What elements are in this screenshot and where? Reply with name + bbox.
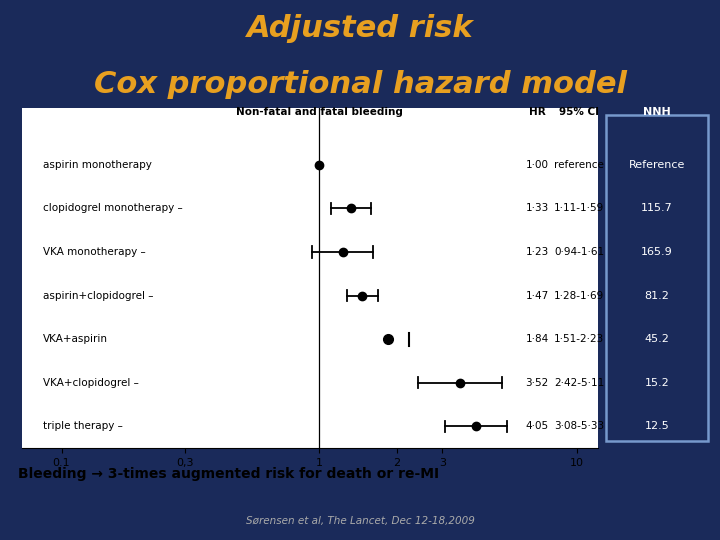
Text: Bleeding → 3-times augmented risk for death or re-MI: Bleeding → 3-times augmented risk for de… [18,467,439,481]
Text: aspirin+clopidogrel –: aspirin+clopidogrel – [43,291,154,301]
Text: Cox proportional hazard model: Cox proportional hazard model [94,70,626,99]
Text: 95% CI: 95% CI [559,107,600,117]
Text: 1·51-2·23: 1·51-2·23 [554,334,605,344]
Text: NNH: NNH [643,107,671,117]
Text: triple therapy –: triple therapy – [43,421,123,431]
Text: 45.2: 45.2 [644,334,670,344]
Text: VKA+clopidogrel –: VKA+clopidogrel – [43,378,139,388]
Text: 2·42-5·11: 2·42-5·11 [554,378,605,388]
Text: Non-fatal and fatal bleeding: Non-fatal and fatal bleeding [236,107,402,117]
Text: 1·28-1·69: 1·28-1·69 [554,291,605,301]
Text: VKA+aspirin: VKA+aspirin [43,334,108,344]
Text: 1·84: 1·84 [526,334,549,344]
Text: aspirin monotherapy: aspirin monotherapy [43,160,152,170]
Text: 165.9: 165.9 [641,247,673,257]
Text: Sørensen et al, The Lancet, Dec 12-18,2009: Sørensen et al, The Lancet, Dec 12-18,20… [246,516,474,526]
Text: 1·11-1·59: 1·11-1·59 [554,204,605,213]
Text: 1·33: 1·33 [526,204,549,213]
Text: 4·05: 4·05 [526,421,549,431]
Text: 0·94-1·61: 0·94-1·61 [554,247,605,257]
Text: 1·47: 1·47 [526,291,549,301]
Text: 3·08-5·33: 3·08-5·33 [554,421,605,431]
Text: 3·52: 3·52 [526,378,549,388]
Text: 1·23: 1·23 [526,247,549,257]
Text: 1·00: 1·00 [526,160,549,170]
Text: reference: reference [554,160,604,170]
Text: 15.2: 15.2 [644,378,670,388]
Text: HR: HR [529,107,546,117]
Text: clopidogrel monotherapy –: clopidogrel monotherapy – [43,204,183,213]
Text: 12.5: 12.5 [644,421,670,431]
Text: Adjusted risk: Adjusted risk [247,14,473,43]
Text: 115.7: 115.7 [641,204,673,213]
Text: VKA monotherapy –: VKA monotherapy – [43,247,146,257]
Text: 81.2: 81.2 [644,291,670,301]
Bar [606,115,708,441]
Text: Reference: Reference [629,160,685,170]
